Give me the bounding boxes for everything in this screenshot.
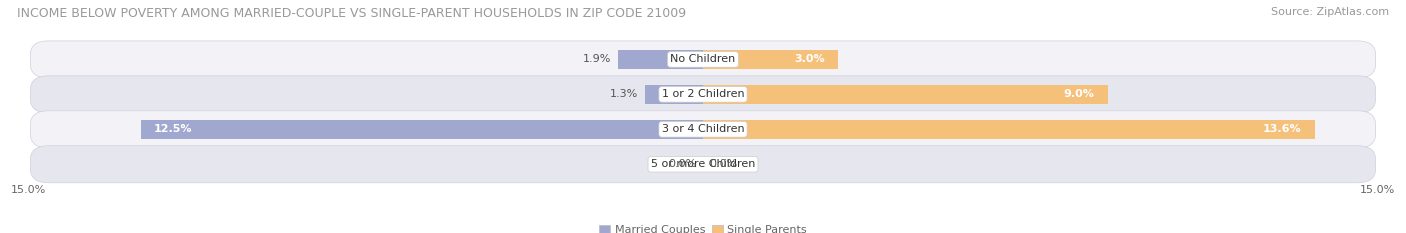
Bar (644, 85, 703, 104)
Text: 3.0%: 3.0% (794, 55, 824, 64)
Text: 5 or more Children: 5 or more Children (651, 159, 755, 169)
Text: 1 or 2 Children: 1 or 2 Children (662, 89, 744, 99)
FancyBboxPatch shape (31, 41, 1375, 78)
Text: INCOME BELOW POVERTY AMONG MARRIED-COUPLE VS SINGLE-PARENT HOUSEHOLDS IN ZIP COD: INCOME BELOW POVERTY AMONG MARRIED-COUPL… (17, 7, 686, 20)
Bar (617, 50, 703, 69)
FancyBboxPatch shape (31, 146, 1375, 183)
Text: 1.9%: 1.9% (582, 55, 610, 64)
Text: 0.0%: 0.0% (668, 159, 696, 169)
Text: No Children: No Children (671, 55, 735, 64)
Text: Source: ZipAtlas.com: Source: ZipAtlas.com (1271, 7, 1389, 17)
Text: 13.6%: 13.6% (1263, 124, 1302, 134)
FancyBboxPatch shape (31, 111, 1375, 148)
Text: 9.0%: 9.0% (1063, 89, 1094, 99)
Bar (703, 50, 838, 69)
Bar (141, 120, 703, 139)
Text: 0.0%: 0.0% (710, 159, 738, 169)
Text: 1.3%: 1.3% (610, 89, 638, 99)
Legend: Married Couples, Single Parents: Married Couples, Single Parents (595, 220, 811, 233)
FancyBboxPatch shape (31, 76, 1375, 113)
Bar (703, 85, 1108, 104)
Bar (703, 120, 1315, 139)
Text: 12.5%: 12.5% (155, 124, 193, 134)
Text: 3 or 4 Children: 3 or 4 Children (662, 124, 744, 134)
